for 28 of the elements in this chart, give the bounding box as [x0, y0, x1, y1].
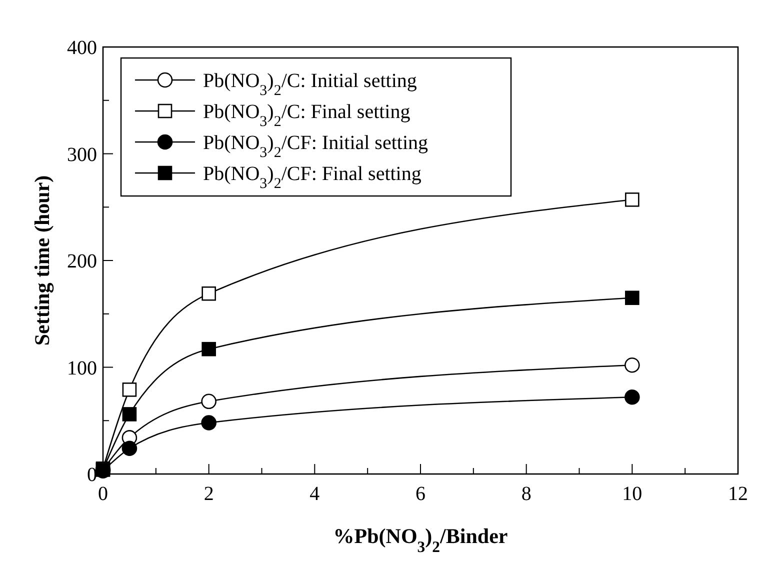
x-tick-label: 2 — [204, 483, 214, 505]
point — [122, 407, 137, 422]
y-tick-label: 200 — [67, 250, 97, 272]
y-axis-title: Setting time (hour) — [30, 175, 54, 346]
x-tick-label: 10 — [622, 483, 642, 505]
legend-label: Pb(NO$_{3}$)$_{2}$/C: Final setting — [203, 101, 410, 130]
point — [201, 394, 216, 410]
point — [122, 440, 138, 456]
point — [624, 357, 640, 373]
y-tick-label: 0 — [87, 464, 97, 486]
x-tick-label: 6 — [416, 483, 426, 505]
point — [201, 415, 216, 430]
point — [202, 342, 216, 356]
point — [625, 290, 640, 306]
legend-label: Pb(NO$_{3}$)$_{2}$/CF: Final setting — [203, 163, 422, 192]
point — [625, 192, 640, 207]
x-axis-title: %Pb(NO$_{3}$)$_{2}$/Binder — [333, 524, 508, 556]
y-tick-label: 400 — [67, 37, 97, 59]
point — [202, 286, 216, 301]
x-tick-label: 4 — [310, 483, 320, 505]
point — [624, 389, 640, 405]
legend-label: Pb(NO$_{3}$)$_{2}$/CF: Initial setting — [203, 132, 428, 161]
point — [122, 382, 137, 397]
y-tick-label: 300 — [67, 144, 97, 166]
x-tick-label: 8 — [521, 483, 532, 505]
x-tick-label: 12 — [728, 483, 748, 505]
y-tick-label: 100 — [67, 357, 97, 380]
legend-label: Pb(NO$_{3}$)$_{2}$/C: Initial setting — [203, 70, 417, 99]
